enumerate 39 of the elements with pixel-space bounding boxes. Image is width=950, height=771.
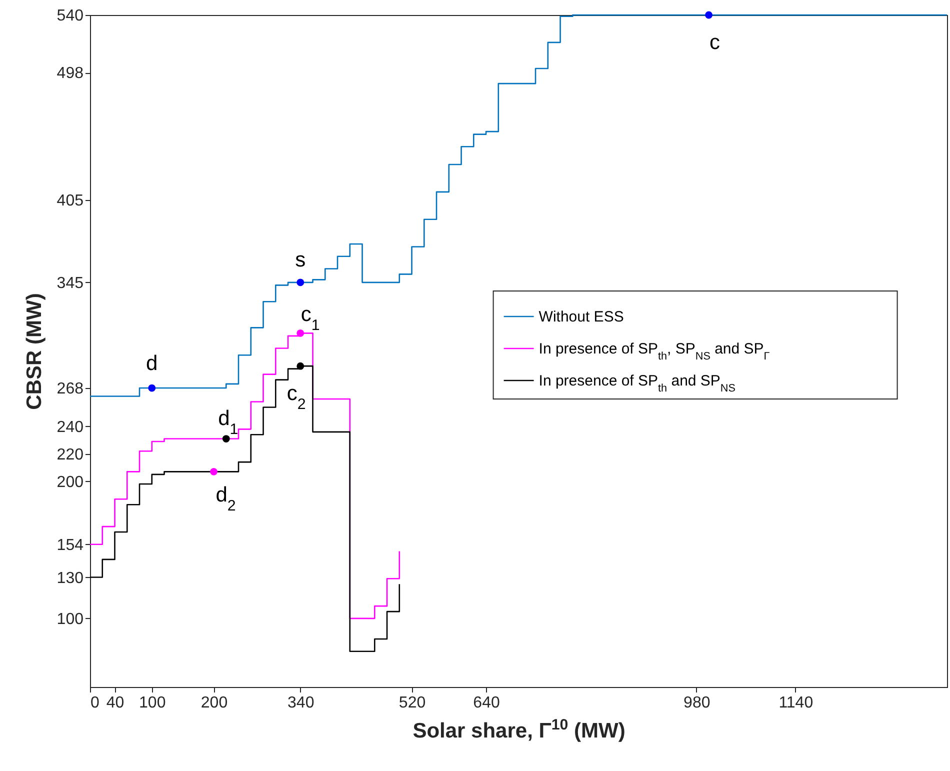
annotation: d: [146, 352, 158, 376]
y-tick-label: 498: [56, 65, 84, 82]
annotation: c$_{2}$: [286, 382, 306, 413]
x-axis-title: Solar share, Γ$^{10}$ (MW): [412, 716, 626, 742]
x-tick-label: 40: [106, 694, 124, 712]
point: [296, 329, 304, 337]
point: [296, 362, 304, 370]
y-tick-label: 240: [56, 418, 84, 436]
legend-label: In presence of SP$_{th}$, SP$_{NS}$ and SP$_{Γ}$: [538, 340, 770, 363]
x-tick-label: 980: [684, 694, 710, 712]
annotation: s: [295, 248, 306, 272]
point: [222, 435, 230, 442]
x-tick-label: 1140: [778, 694, 814, 712]
legend-label: In presence of SP$_{th}$ and SP$_{NS}$: [538, 372, 736, 395]
x-tick-label: 640: [473, 694, 500, 712]
legend-label: Without ESS: [538, 308, 624, 326]
y-tick-label: 200: [56, 474, 84, 491]
y-tick-label: 268: [56, 380, 84, 398]
x-tick-label: 200: [200, 694, 228, 712]
point: [210, 468, 218, 476]
annotation: c$_{1}$: [300, 303, 320, 334]
x-tick-label: 0: [90, 694, 100, 712]
y-tick-label: 100: [56, 610, 84, 628]
annotation: d$_{1}$: [218, 406, 238, 438]
y-tick-label: 220: [56, 446, 84, 464]
point: [148, 384, 156, 392]
y-tick-label: 405: [56, 192, 84, 210]
y-tick-label: 345: [56, 274, 84, 292]
point: [705, 11, 712, 19]
annotation: d$_{2}$: [216, 484, 236, 514]
x-tick-label: 520: [398, 694, 426, 712]
y-axis-title: CBSR (MW): [22, 293, 46, 410]
y-tick-label: 130: [56, 570, 84, 587]
y-tick-label: 540: [56, 8, 84, 24]
y-tick-label: 154: [56, 536, 84, 554]
x-tick-label: 340: [288, 694, 314, 712]
point: [296, 278, 304, 286]
annotation: c: [710, 31, 720, 54]
x-tick-label: 100: [139, 694, 166, 712]
